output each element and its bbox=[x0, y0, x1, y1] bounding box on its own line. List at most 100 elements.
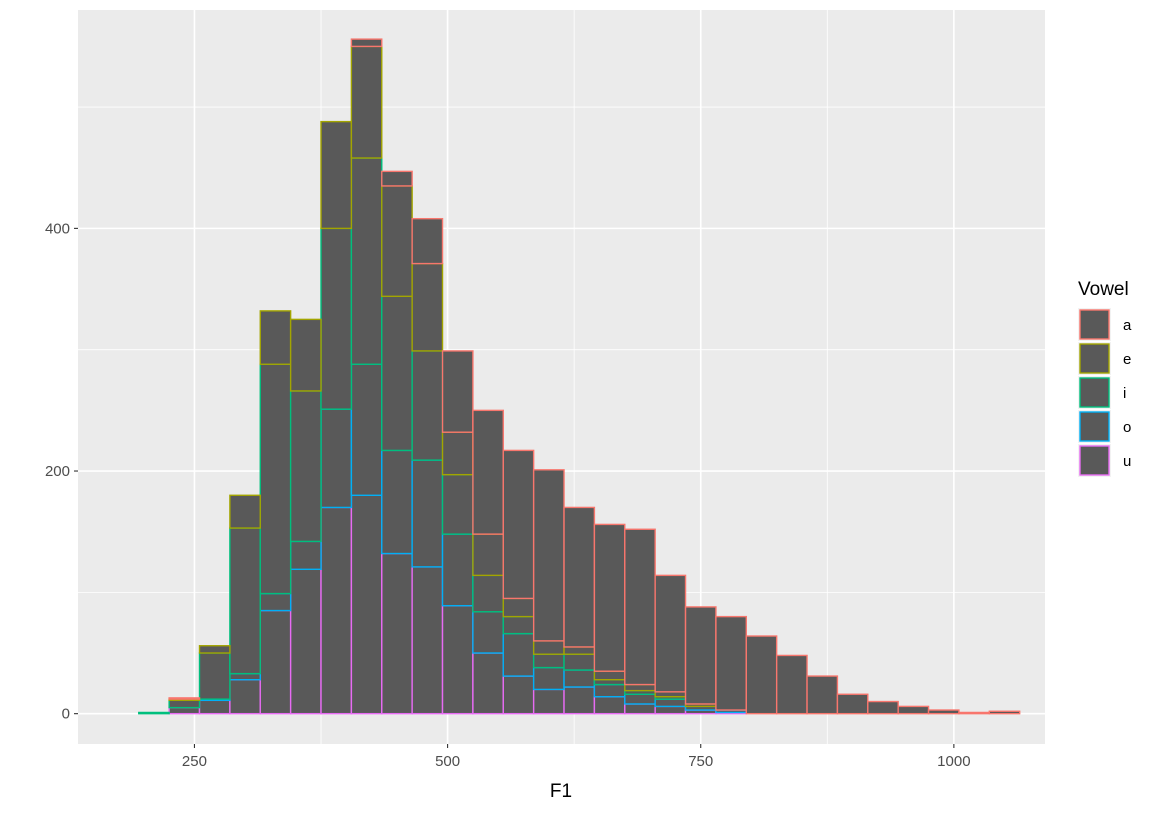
bar-e bbox=[563, 646, 596, 655]
bar-o bbox=[472, 611, 504, 654]
legend-swatch bbox=[1079, 309, 1110, 340]
legend-title: Vowel bbox=[1078, 279, 1129, 300]
bar-a bbox=[927, 709, 960, 715]
legend-key-i bbox=[1078, 376, 1111, 409]
bar-e bbox=[624, 683, 656, 692]
legend-swatch bbox=[1079, 343, 1110, 374]
legend-label: o bbox=[1123, 419, 1131, 436]
bar-e bbox=[472, 533, 504, 577]
series-a bbox=[168, 38, 1021, 715]
bar-u bbox=[259, 609, 292, 715]
bar-e bbox=[411, 262, 444, 352]
bar-e bbox=[593, 670, 626, 681]
bar-a bbox=[168, 697, 201, 700]
bar-i bbox=[532, 653, 565, 669]
bar-e bbox=[502, 597, 535, 618]
bar-a bbox=[867, 700, 899, 715]
bar-i bbox=[289, 390, 322, 543]
bar-o bbox=[350, 363, 383, 496]
bar-e bbox=[441, 431, 474, 476]
bar-e bbox=[654, 691, 687, 698]
bar-i bbox=[563, 653, 596, 671]
bar-o bbox=[532, 666, 565, 691]
bar-a bbox=[472, 409, 504, 535]
x-tick-label: 750 bbox=[688, 753, 713, 770]
x-tick-label: 500 bbox=[435, 753, 460, 770]
bar-a bbox=[532, 469, 565, 642]
bar-a bbox=[654, 574, 687, 693]
bar-i bbox=[350, 157, 383, 365]
bar-u bbox=[229, 678, 261, 715]
legend-label: u bbox=[1123, 453, 1131, 470]
legend-swatch bbox=[1079, 411, 1110, 442]
bar-e bbox=[229, 494, 261, 529]
x-tick-label: 250 bbox=[182, 753, 207, 770]
bar-u bbox=[320, 506, 353, 715]
bar-u bbox=[411, 566, 444, 715]
bar-o bbox=[654, 698, 687, 708]
bar-o bbox=[381, 449, 413, 555]
bar-u bbox=[198, 699, 231, 715]
x-tick-label: 1000 bbox=[937, 753, 970, 770]
bar-u bbox=[289, 568, 322, 715]
bar-o bbox=[259, 592, 292, 612]
bar-i bbox=[472, 574, 504, 613]
bar-e bbox=[289, 318, 322, 392]
bar-a bbox=[411, 217, 444, 265]
legend-key-e bbox=[1078, 342, 1111, 375]
bar-e bbox=[198, 645, 231, 654]
bar-o bbox=[563, 669, 596, 688]
bar-i bbox=[381, 295, 413, 452]
bar-e bbox=[350, 45, 383, 159]
bar-e bbox=[532, 640, 565, 655]
legend-label: i bbox=[1123, 385, 1126, 402]
bar-a bbox=[624, 528, 656, 686]
legend-label: a bbox=[1123, 317, 1132, 334]
bar-a bbox=[381, 170, 413, 187]
bar-a bbox=[745, 635, 778, 715]
bar-a bbox=[563, 506, 596, 648]
bar-o bbox=[441, 533, 474, 607]
y-tick-label: 400 bbox=[45, 220, 70, 237]
bar-u bbox=[441, 604, 474, 715]
legend-label: e bbox=[1123, 351, 1131, 368]
bar-a bbox=[897, 705, 930, 715]
y-tick-label: 200 bbox=[45, 463, 70, 480]
bar-i bbox=[168, 699, 201, 709]
bar-a bbox=[836, 693, 869, 715]
bar-a bbox=[441, 350, 474, 433]
legend-key-a bbox=[1078, 308, 1111, 341]
bar-u bbox=[532, 688, 565, 715]
bar-o bbox=[624, 693, 656, 705]
bar-i bbox=[259, 363, 292, 595]
bar-u bbox=[624, 703, 656, 715]
bar-o bbox=[320, 408, 353, 509]
x-axis-title: F1 bbox=[550, 781, 572, 802]
series-u bbox=[168, 494, 747, 715]
bar-a bbox=[958, 711, 991, 715]
bar-a bbox=[715, 615, 747, 711]
bar-o bbox=[289, 540, 322, 570]
bar-i bbox=[198, 652, 231, 700]
bar-u bbox=[502, 675, 535, 715]
bar-i bbox=[320, 227, 353, 410]
bar-o bbox=[593, 683, 626, 698]
series-i bbox=[138, 157, 687, 715]
bar-u bbox=[472, 652, 504, 715]
legend-key-u bbox=[1078, 444, 1111, 477]
bar-a bbox=[350, 38, 383, 48]
bar-i bbox=[502, 615, 535, 635]
bar-a bbox=[775, 654, 808, 715]
bar-u bbox=[654, 705, 687, 715]
bar-o bbox=[502, 632, 535, 677]
bar-e bbox=[381, 185, 413, 298]
bar-i bbox=[138, 711, 170, 715]
bar-a bbox=[593, 523, 626, 672]
legend-key-o bbox=[1078, 410, 1111, 443]
bar-u bbox=[381, 552, 413, 715]
bar-o bbox=[411, 459, 444, 568]
bar-a bbox=[684, 606, 717, 705]
bar-u bbox=[563, 686, 596, 715]
